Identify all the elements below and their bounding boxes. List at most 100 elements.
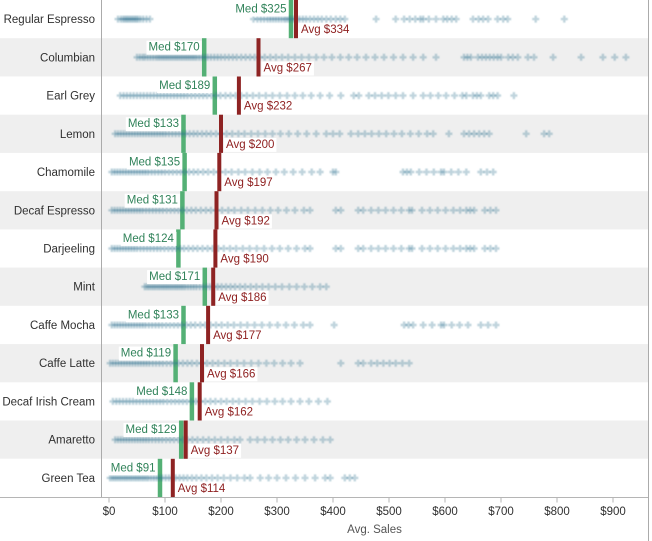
mark[interactable] (442, 245, 450, 252)
mark[interactable] (272, 53, 280, 61)
mark[interactable] (167, 397, 175, 405)
mark[interactable] (240, 359, 248, 367)
mark[interactable] (326, 436, 334, 444)
mark[interactable] (171, 206, 178, 214)
mark[interactable] (187, 397, 195, 405)
mark[interactable] (464, 321, 472, 329)
mark[interactable] (367, 206, 375, 214)
mark[interactable] (454, 168, 462, 176)
mark[interactable] (449, 245, 457, 252)
mark[interactable] (232, 92, 240, 100)
mark[interactable] (306, 245, 314, 252)
mark[interactable] (160, 245, 168, 252)
mark[interactable] (203, 92, 211, 100)
mark[interactable] (405, 359, 413, 367)
mark[interactable] (161, 168, 169, 176)
mark[interactable] (222, 168, 229, 176)
mark[interactable] (192, 206, 200, 214)
mark[interactable] (308, 168, 316, 176)
mark[interactable] (411, 15, 419, 23)
mark[interactable] (187, 321, 195, 329)
mark[interactable] (294, 130, 302, 138)
mark[interactable] (278, 283, 286, 291)
mark[interactable] (354, 130, 362, 138)
mark[interactable] (216, 92, 224, 100)
mark[interactable] (336, 130, 344, 138)
mark[interactable] (409, 53, 417, 61)
mark[interactable] (250, 15, 257, 23)
mark[interactable] (163, 359, 171, 367)
mark[interactable] (197, 206, 205, 214)
mark[interactable] (218, 321, 226, 329)
mark[interactable] (577, 53, 585, 61)
mark[interactable] (168, 245, 176, 252)
mark[interactable] (261, 53, 269, 61)
mark[interactable] (397, 245, 405, 252)
mark[interactable] (346, 474, 354, 482)
mark[interactable] (354, 206, 362, 214)
mark[interactable] (237, 206, 245, 214)
mark[interactable] (212, 130, 220, 138)
mark[interactable] (166, 436, 174, 444)
mark[interactable] (197, 474, 205, 482)
mark[interactable] (485, 130, 493, 138)
mark[interactable] (443, 15, 451, 23)
mark[interactable] (209, 359, 217, 367)
mark[interactable] (260, 245, 268, 252)
mark[interactable] (186, 130, 194, 138)
mark[interactable] (448, 321, 456, 329)
mark[interactable] (287, 359, 295, 367)
mark[interactable] (241, 283, 249, 291)
mark[interactable] (477, 321, 485, 329)
mark[interactable] (247, 283, 255, 291)
mark[interactable] (292, 474, 299, 482)
mark[interactable] (146, 15, 154, 23)
mark[interactable] (283, 92, 291, 100)
mark[interactable] (283, 206, 290, 214)
mark[interactable] (359, 245, 367, 252)
mark[interactable] (263, 397, 271, 405)
mark[interactable] (187, 206, 195, 214)
mark[interactable] (243, 92, 251, 100)
mark[interactable] (336, 53, 344, 61)
mark[interactable] (212, 321, 220, 329)
mark[interactable] (211, 397, 219, 405)
row-label[interactable]: Columbian (40, 52, 95, 64)
mark[interactable] (408, 245, 416, 252)
mark[interactable] (374, 206, 382, 214)
mark[interactable] (426, 92, 434, 100)
mark[interactable] (218, 206, 226, 214)
mark[interactable] (310, 15, 318, 23)
mark[interactable] (321, 474, 329, 482)
mark[interactable] (256, 474, 264, 482)
mark[interactable] (341, 474, 349, 482)
mark[interactable] (328, 53, 336, 61)
mark[interactable] (382, 130, 390, 138)
row-label[interactable]: Decaf Espresso (14, 205, 95, 217)
mark[interactable] (226, 245, 234, 252)
mark[interactable] (258, 206, 266, 214)
mark[interactable] (253, 436, 261, 444)
mark[interactable] (470, 245, 478, 252)
mark[interactable] (285, 130, 293, 138)
mark[interactable] (312, 130, 320, 138)
mark[interactable] (237, 92, 245, 100)
mark[interactable] (278, 53, 286, 61)
mark[interactable] (380, 53, 388, 61)
mark[interactable] (158, 436, 166, 444)
mark[interactable] (400, 321, 408, 329)
mark[interactable] (291, 53, 299, 61)
mark[interactable] (194, 436, 201, 444)
mark[interactable] (183, 206, 191, 214)
mark[interactable] (469, 92, 477, 100)
mark[interactable] (314, 15, 322, 23)
mark[interactable] (251, 321, 259, 329)
mark[interactable] (282, 474, 290, 482)
row-label[interactable]: Lemon (60, 129, 95, 141)
mark[interactable] (492, 245, 500, 252)
mark[interactable] (475, 130, 483, 138)
mark[interactable] (175, 397, 183, 405)
mark[interactable] (423, 168, 430, 176)
mark[interactable] (311, 474, 319, 482)
mark[interactable] (355, 92, 363, 100)
